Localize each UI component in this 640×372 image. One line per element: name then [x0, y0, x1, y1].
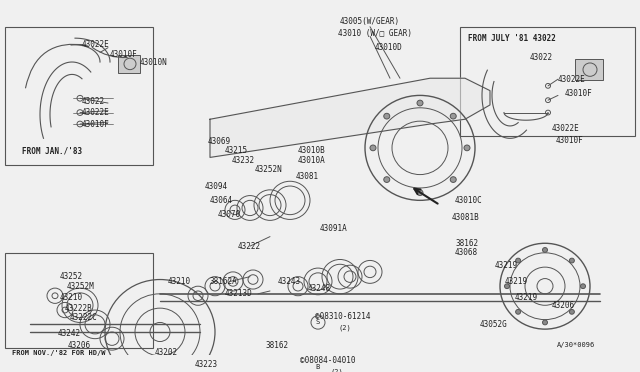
Text: 43219: 43219 — [505, 277, 528, 286]
Text: 43010C: 43010C — [455, 196, 483, 205]
Text: 43252: 43252 — [60, 272, 83, 281]
Polygon shape — [210, 78, 490, 157]
Bar — [5, 27, 153, 165]
Text: (2): (2) — [330, 369, 343, 372]
Text: FROM JAN./'83: FROM JAN./'83 — [22, 146, 82, 155]
Text: A/30*0096: A/30*0096 — [557, 342, 595, 348]
Text: 43010F: 43010F — [82, 119, 109, 128]
Text: 43222C: 43222C — [70, 313, 98, 322]
Bar — [5, 253, 153, 348]
Text: 43206: 43206 — [552, 301, 575, 310]
Circle shape — [516, 310, 520, 314]
Text: 43010 (W/□ GEAR): 43010 (W/□ GEAR) — [338, 29, 412, 38]
Bar — [118, 55, 140, 73]
Text: 43005(W/GEAR): 43005(W/GEAR) — [340, 17, 400, 26]
Circle shape — [450, 177, 456, 182]
Text: 43206: 43206 — [68, 341, 91, 350]
Text: 43022: 43022 — [530, 53, 553, 62]
Text: ©08084-04010: ©08084-04010 — [300, 356, 355, 365]
Text: B: B — [316, 364, 320, 370]
Text: 43068: 43068 — [455, 248, 478, 257]
Text: 38162: 38162 — [455, 239, 478, 248]
Circle shape — [570, 310, 574, 314]
Text: 43022E: 43022E — [558, 75, 586, 84]
Text: FROM JULY '81 43022: FROM JULY '81 43022 — [468, 33, 556, 43]
Text: 43213D: 43213D — [225, 289, 253, 298]
Circle shape — [504, 284, 509, 289]
Text: 43202: 43202 — [155, 349, 178, 357]
Text: 43010A: 43010A — [298, 156, 326, 165]
Text: 43215: 43215 — [225, 146, 248, 155]
Text: 38162A: 38162A — [210, 277, 237, 286]
Circle shape — [516, 258, 520, 263]
Text: 43210: 43210 — [60, 293, 83, 302]
Circle shape — [370, 145, 376, 151]
Text: 43022E: 43022E — [552, 124, 580, 133]
Circle shape — [384, 177, 390, 182]
Text: 43219: 43219 — [495, 261, 518, 270]
Bar — [460, 27, 635, 137]
Text: 43022E: 43022E — [82, 108, 109, 117]
Text: 43222: 43222 — [238, 242, 261, 251]
Circle shape — [543, 320, 547, 325]
Text: 43064: 43064 — [210, 196, 233, 205]
Text: 43219: 43219 — [515, 293, 538, 302]
Text: 43094: 43094 — [205, 182, 228, 190]
Text: ©08310-61214: ©08310-61214 — [315, 312, 371, 321]
Text: 43070: 43070 — [218, 210, 241, 219]
Text: 43010N: 43010N — [140, 58, 168, 67]
Text: 38162: 38162 — [265, 341, 288, 350]
Circle shape — [543, 247, 547, 252]
Text: 43010B: 43010B — [298, 146, 326, 155]
Text: 43242: 43242 — [58, 329, 81, 339]
Text: 43022: 43022 — [82, 97, 105, 106]
Text: 43010F: 43010F — [110, 50, 138, 59]
Text: 43022E: 43022E — [82, 40, 109, 49]
Text: 43081B: 43081B — [452, 213, 480, 222]
Text: 43069: 43069 — [208, 137, 231, 146]
Text: 43210: 43210 — [168, 277, 191, 286]
Circle shape — [417, 100, 423, 106]
Text: 43091A: 43091A — [320, 224, 348, 234]
Text: 43223: 43223 — [195, 360, 218, 369]
Text: 43081: 43081 — [296, 172, 319, 181]
Text: 43252M: 43252M — [67, 282, 95, 291]
Text: S: S — [316, 320, 320, 326]
Text: 43232: 43232 — [232, 156, 255, 165]
Text: 43252N: 43252N — [255, 165, 283, 174]
Circle shape — [384, 113, 390, 119]
Bar — [575, 59, 603, 80]
Circle shape — [450, 113, 456, 119]
Text: 43010D: 43010D — [375, 43, 403, 52]
Circle shape — [417, 190, 423, 196]
Text: (2): (2) — [338, 325, 351, 331]
Text: 43248: 43248 — [308, 283, 331, 293]
Text: 43010F: 43010F — [565, 89, 593, 98]
Circle shape — [570, 258, 574, 263]
Text: 43222B: 43222B — [65, 304, 93, 312]
Text: 43243: 43243 — [278, 277, 301, 286]
Circle shape — [580, 284, 586, 289]
Text: 43010F: 43010F — [556, 136, 584, 145]
Text: FROM NOV./'82 FOR HD/W: FROM NOV./'82 FOR HD/W — [12, 350, 106, 356]
Text: 43052G: 43052G — [480, 320, 508, 329]
Circle shape — [464, 145, 470, 151]
